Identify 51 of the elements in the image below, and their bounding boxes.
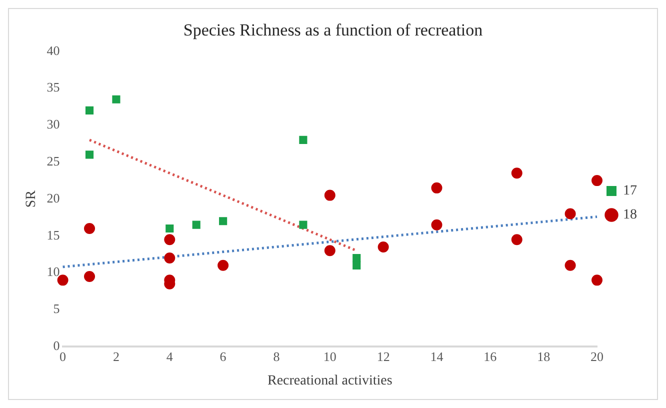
point xyxy=(431,219,442,230)
x-tick-label: 20 xyxy=(590,348,604,364)
point xyxy=(324,245,336,256)
point xyxy=(85,150,94,159)
y-tick-label: 15 xyxy=(46,227,60,242)
point xyxy=(112,95,120,104)
point xyxy=(85,106,94,114)
point xyxy=(166,224,174,233)
y-tick-label: 30 xyxy=(46,116,60,132)
point xyxy=(57,274,68,286)
point xyxy=(352,261,361,270)
point xyxy=(378,241,389,252)
point xyxy=(324,190,336,201)
point xyxy=(564,260,576,271)
point xyxy=(511,168,522,179)
y-tick-label: 25 xyxy=(46,154,60,169)
x-axis-title: Recreational activities xyxy=(268,373,392,388)
chart-title: Species Richness as a function of recreation xyxy=(183,20,484,40)
point xyxy=(299,220,308,229)
x-tick-label: 2 xyxy=(112,348,120,364)
point xyxy=(164,252,176,264)
point xyxy=(431,182,442,194)
point xyxy=(564,208,576,220)
y-tick-label: 10 xyxy=(46,264,60,280)
x-tick-label: 14 xyxy=(430,348,444,364)
y-tick-label: 5 xyxy=(53,301,60,316)
point xyxy=(218,260,229,271)
point xyxy=(592,175,602,186)
legend-label: 18 xyxy=(623,208,637,223)
point xyxy=(84,223,96,234)
x-tick-label: 8 xyxy=(273,348,280,364)
x-tick-label: 10 xyxy=(323,348,336,364)
x-tick-label: 18 xyxy=(537,348,550,364)
point xyxy=(219,217,228,226)
point xyxy=(164,234,176,246)
point xyxy=(511,234,522,246)
y-axis-title: SR xyxy=(24,190,40,208)
x-tick-label: 16 xyxy=(484,348,498,364)
point xyxy=(84,270,96,282)
x-tick-label: 4 xyxy=(166,348,174,364)
point xyxy=(299,136,308,144)
point xyxy=(192,220,200,229)
legend-label: 17 xyxy=(623,184,637,199)
point xyxy=(352,254,361,262)
point xyxy=(592,274,602,286)
y-tick-label: 40 xyxy=(46,42,60,58)
x-tick-label: 6 xyxy=(220,348,227,364)
y-tick-label: 20 xyxy=(46,190,60,206)
y-tick-label: 35 xyxy=(46,80,60,95)
x-tick-label: 12 xyxy=(376,348,390,364)
y-tick-label: 0 xyxy=(53,338,60,354)
